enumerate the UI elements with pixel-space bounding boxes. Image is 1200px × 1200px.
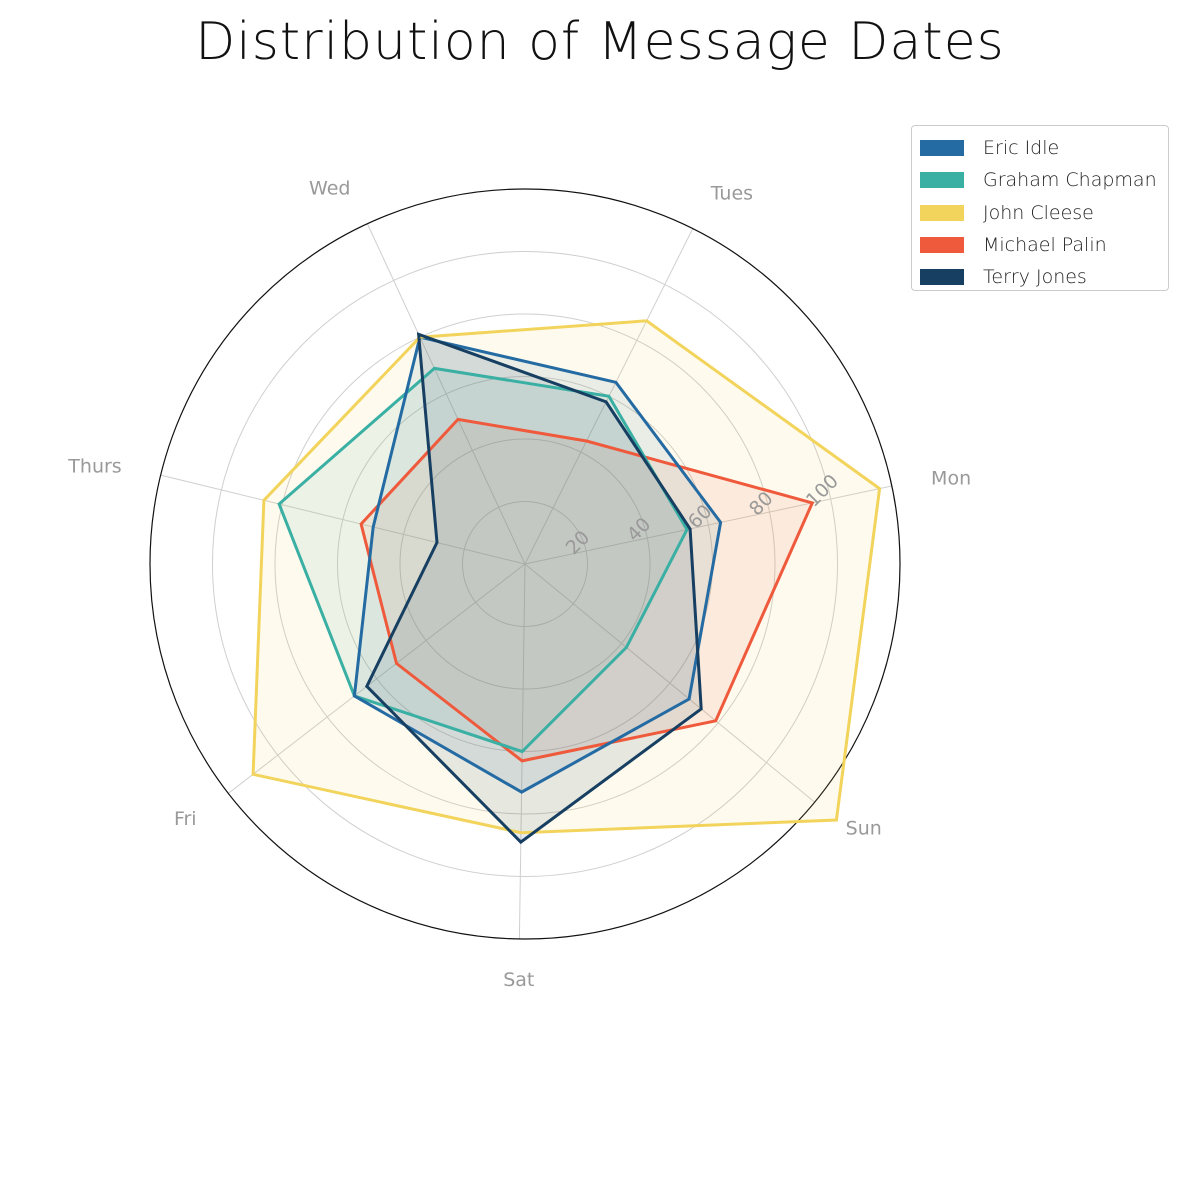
- category-label: Fri: [174, 808, 197, 830]
- legend-item: Graham Chapman: [920, 164, 1168, 196]
- grid-circle: [212, 251, 838, 877]
- grid-spoke: [524, 485, 892, 565]
- legend: Eric Idle Graham Chapman John Cleese Michae…: [911, 125, 1169, 291]
- legend-item: Terry Jones: [920, 261, 1168, 293]
- grid-spoke: [524, 563, 815, 803]
- legend-label: Terry Jones: [983, 266, 1087, 289]
- legend-label: Graham Chapman: [983, 169, 1157, 192]
- category-label: Tues: [710, 183, 753, 205]
- category-label: Sun: [846, 818, 882, 840]
- series-line: [364, 332, 703, 845]
- grid-spoke: [228, 563, 526, 794]
- legend-label: Michael Palin: [983, 234, 1107, 257]
- legend-label: John Cleese: [983, 201, 1094, 224]
- legend-label: Eric Idle: [983, 137, 1060, 160]
- series-area: [354, 337, 721, 793]
- legend-swatch: [920, 237, 964, 254]
- grid-circle: [399, 438, 651, 690]
- grid-circle: [462, 501, 588, 627]
- category-label: Wed: [309, 177, 350, 199]
- legend-swatch: [920, 269, 964, 286]
- legend-item: John Cleese: [920, 197, 1168, 229]
- legend-item: Eric Idle: [920, 132, 1168, 164]
- radar-frame: [149, 188, 901, 940]
- legend-swatch: [920, 204, 964, 221]
- legend-swatch: [920, 172, 964, 189]
- category-label: Sat: [503, 969, 534, 991]
- category-label: Mon: [931, 468, 971, 490]
- legend-swatch: [920, 140, 964, 157]
- series-line: [352, 335, 723, 794]
- chart-title: Distribution of Message Dates: [195, 12, 1005, 72]
- grid-spoke: [366, 223, 526, 565]
- legend-item: Michael Palin: [920, 229, 1168, 261]
- radar-series: [251, 319, 882, 845]
- series-line: [359, 417, 815, 763]
- series-area: [366, 334, 702, 843]
- grid-circle: [274, 313, 776, 815]
- category-label: Thurs: [67, 456, 121, 478]
- grid-spoke: [160, 474, 526, 565]
- series-line: [251, 319, 882, 835]
